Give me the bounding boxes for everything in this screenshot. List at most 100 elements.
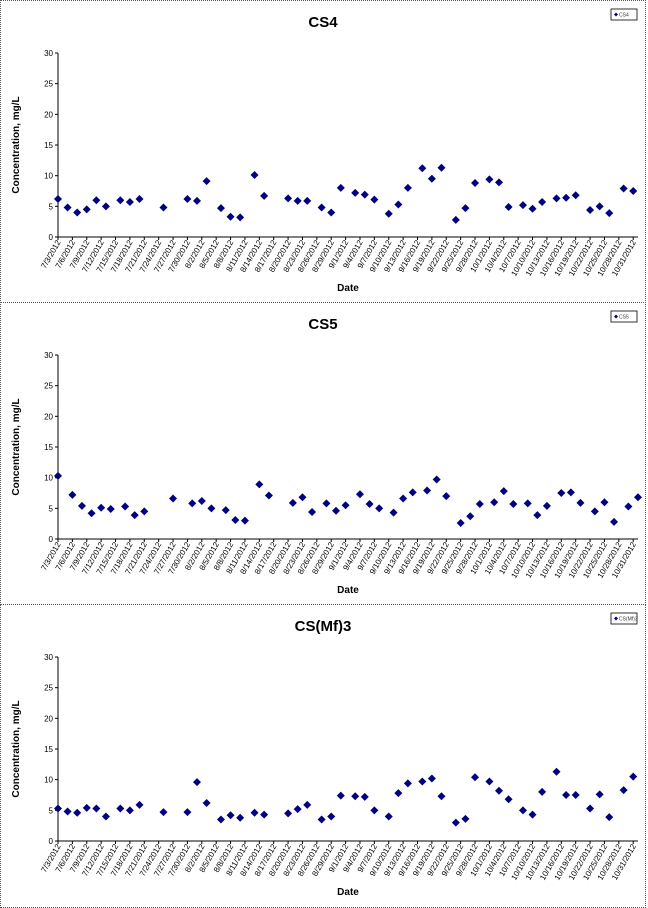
data-point [197, 496, 206, 505]
data-point [365, 500, 374, 509]
y-tick-label: 30 [44, 351, 53, 360]
data-point [121, 502, 130, 511]
data-point [624, 502, 633, 511]
data-point [288, 498, 297, 507]
data-point [538, 198, 547, 207]
data-point [485, 777, 494, 786]
data-point [183, 194, 192, 203]
data-point [116, 196, 125, 205]
data-point [140, 507, 149, 516]
data-point [576, 498, 585, 507]
y-tick-label: 5 [49, 806, 54, 815]
data-point [442, 492, 451, 501]
chart-csmf3: CS(Mf)3 CS(Mf)30510152025307/3/20127/6/20… [11, 612, 638, 898]
data-point [471, 773, 480, 782]
data-point [236, 213, 245, 222]
legend: CS(Mf)3 [610, 612, 638, 625]
data-point [629, 772, 638, 781]
data-point [471, 179, 480, 188]
data-point [92, 804, 101, 813]
data-point [542, 501, 551, 510]
data-point [293, 196, 302, 205]
data-point [159, 203, 168, 212]
data-point [332, 506, 341, 515]
data-point [504, 202, 513, 211]
data-point [370, 195, 379, 204]
data-point [293, 805, 302, 814]
data-point [600, 498, 609, 507]
data-point [207, 504, 216, 513]
legend-marker [614, 314, 618, 319]
legend-box [610, 612, 638, 625]
data-point [284, 809, 293, 818]
data-point [351, 188, 360, 197]
data-point [135, 194, 144, 203]
data-point [351, 792, 360, 801]
data-point [73, 208, 82, 217]
data-point [461, 204, 470, 213]
x-axis-title: Date [337, 283, 359, 294]
data-point [193, 778, 202, 787]
data-point [303, 800, 312, 809]
data-point [394, 789, 403, 798]
data-point [97, 503, 106, 512]
data-point [595, 790, 604, 799]
y-tick-label: 20 [44, 412, 53, 421]
legend: CS4 [610, 8, 638, 21]
data-point [54, 804, 62, 813]
data-point [303, 196, 312, 205]
data-point [518, 806, 527, 815]
series-points [54, 471, 642, 528]
data-point [370, 806, 379, 815]
y-tick-label: 5 [49, 504, 54, 513]
data-point [106, 504, 115, 513]
legend-marker [614, 616, 618, 621]
data-point [255, 480, 264, 489]
data-point [116, 804, 125, 813]
data-point [389, 508, 398, 517]
data-point [375, 504, 384, 513]
data-point [552, 194, 561, 203]
data-point [499, 487, 508, 496]
data-point [360, 190, 369, 199]
data-point [610, 517, 619, 526]
data-point [308, 508, 317, 517]
chart-panel-csmf3: CS(Mf)3 CS(Mf)3 0 5 10 15 20 25 30 7/3/2012 7/6/20… [0, 604, 646, 908]
data-point [538, 787, 547, 796]
y-tick-label: 20 [44, 714, 53, 723]
data-point [566, 488, 575, 497]
data-point [418, 164, 427, 173]
data-point [54, 471, 62, 480]
data-point [216, 815, 225, 824]
data-point [427, 174, 436, 183]
data-point [475, 500, 484, 509]
data-point [403, 779, 412, 788]
data-point [399, 494, 408, 503]
y-tick-label: 20 [44, 110, 53, 119]
data-point [590, 507, 599, 516]
y-tick-label: 25 [44, 80, 53, 89]
y-axis-title: Concentration, mg/L [11, 700, 22, 797]
data-point [82, 205, 91, 214]
data-point [533, 511, 542, 520]
data-point [183, 808, 192, 817]
data-point [322, 499, 331, 508]
data-point [327, 812, 336, 821]
data-point [101, 812, 110, 821]
y-tick-label: 5 [49, 202, 54, 211]
data-point [619, 184, 628, 193]
y-tick-label: 0 [49, 535, 54, 544]
data-point [260, 191, 269, 200]
legend-label: CS(Mf)3 [619, 617, 638, 623]
y-tick-label: 15 [44, 141, 53, 150]
legend: CS5 [610, 310, 638, 323]
data-point [101, 202, 110, 211]
data-point [202, 798, 211, 807]
data-point [504, 795, 513, 804]
data-point [384, 812, 393, 821]
data-point [437, 792, 446, 801]
data-point [92, 196, 101, 205]
data-point [518, 201, 527, 210]
data-point [552, 767, 561, 776]
data-point [562, 193, 571, 202]
